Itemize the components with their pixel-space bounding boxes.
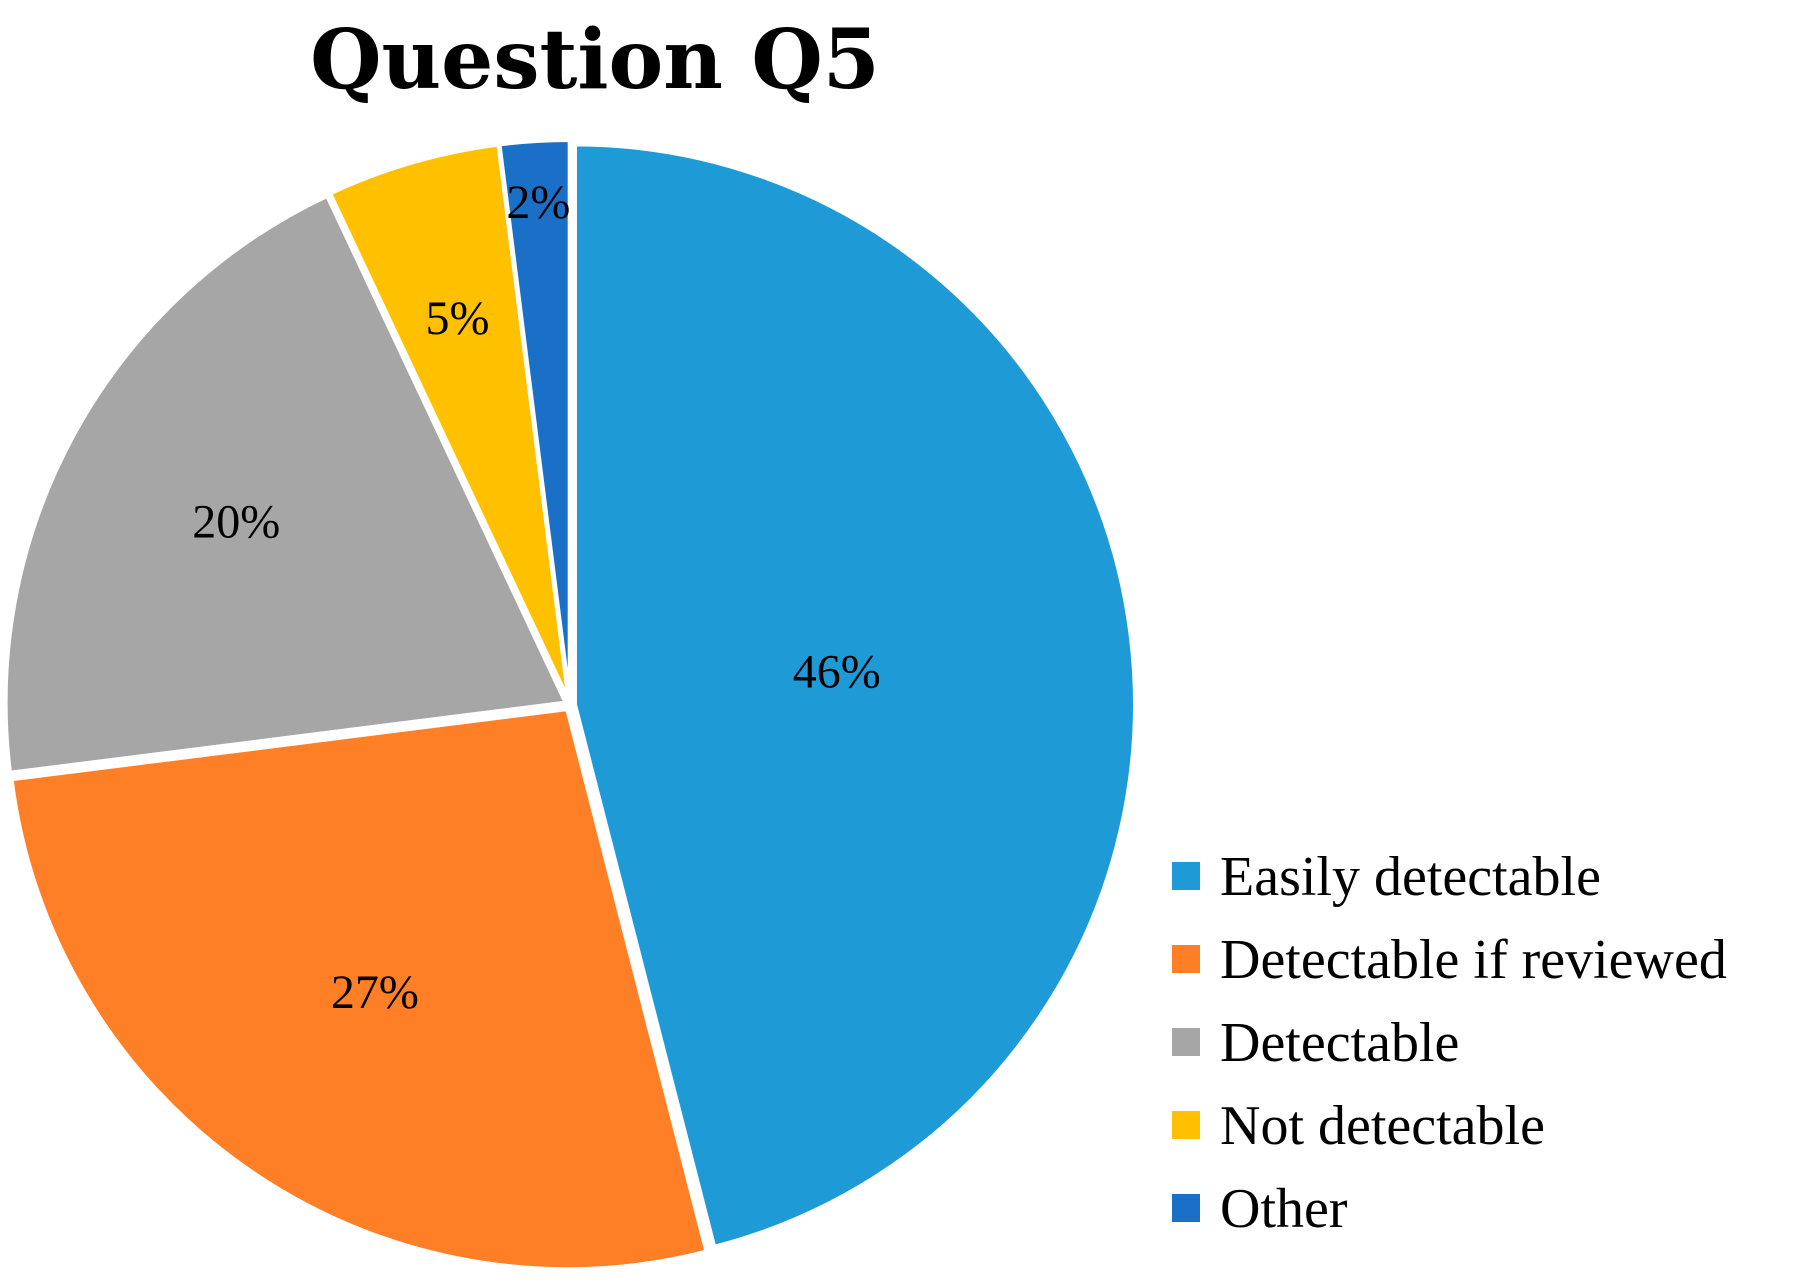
- chart-title: Question Q5: [310, 12, 880, 108]
- data-label-other: 2%: [506, 176, 570, 229]
- legend-label: Not detectable: [1220, 1095, 1545, 1157]
- pie-slice-detectable: [3, 193, 569, 776]
- legend-label: Detectable if reviewed: [1220, 929, 1727, 991]
- legend-label: Easily detectable: [1220, 846, 1601, 908]
- slice-labels: 46% 27% 20% 5% 2%: [192, 176, 880, 1019]
- pie-slice-detectable-if-reviewed: [9, 706, 709, 1272]
- legend: Easily detectable Detectable if reviewed D…: [1172, 846, 1727, 1240]
- legend-label: Detectable: [1220, 1012, 1459, 1074]
- data-label-not-detectable: 5%: [426, 292, 490, 345]
- legend-swatch: [1172, 945, 1200, 973]
- legend-swatch: [1172, 1111, 1200, 1139]
- pie-slice-easily-detectable: [572, 142, 1137, 1250]
- data-label-easily-detectable: 46%: [793, 645, 881, 698]
- pie-slices: [3, 138, 1137, 1272]
- pie-slice-other: [497, 138, 572, 701]
- data-label-detectable: 20%: [192, 496, 280, 549]
- legend-swatch: [1172, 862, 1200, 890]
- legend-item: Detectable: [1172, 1012, 1459, 1074]
- legend-item: Other: [1172, 1178, 1348, 1240]
- legend-item: Easily detectable: [1172, 846, 1601, 908]
- data-label-detectable-if-reviewed: 27%: [331, 966, 419, 1019]
- legend-item: Detectable if reviewed: [1172, 929, 1727, 991]
- legend-item: Not detectable: [1172, 1095, 1545, 1157]
- legend-label: Other: [1220, 1178, 1348, 1240]
- legend-swatch: [1172, 1028, 1200, 1056]
- pie-slice-not-detectable: [327, 142, 571, 702]
- legend-swatch: [1172, 1194, 1200, 1222]
